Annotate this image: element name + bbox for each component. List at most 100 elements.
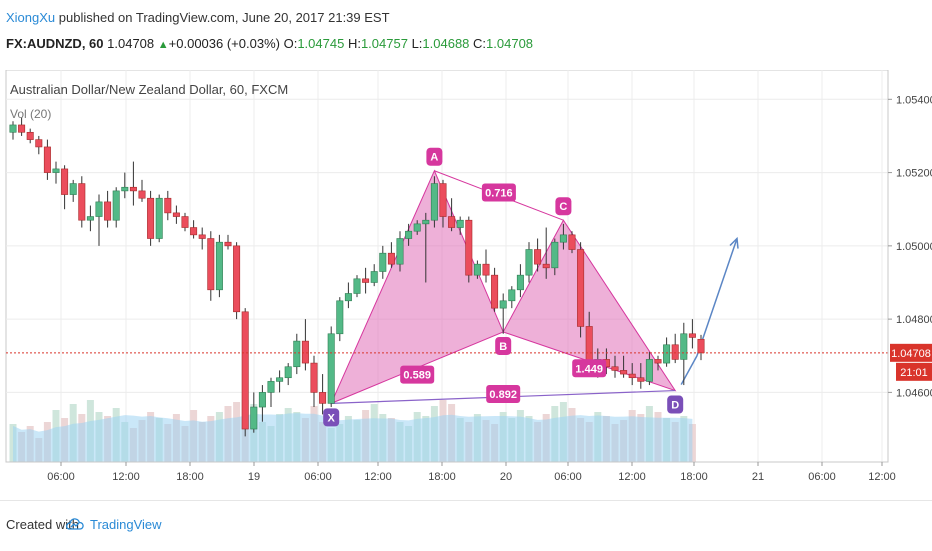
ratio-ac-box [481, 183, 516, 202]
candle-body [448, 216, 456, 228]
candle-body [61, 168, 69, 195]
point-C-marker [555, 197, 572, 216]
candle-body [224, 241, 232, 247]
volume-ma-area [13, 413, 693, 462]
candle-body [344, 293, 352, 302]
time-tick-label: 19 [248, 471, 260, 483]
candle-body [336, 300, 344, 335]
brand-name: TradingView [90, 516, 162, 532]
candle-body [284, 366, 292, 379]
candle-body [362, 278, 370, 283]
price-chart[interactable]: 0.589 0.716 1.449 0.892 X A B C D Australian Do… [0, 69, 932, 494]
candle-body [319, 392, 327, 404]
candle-body [155, 197, 163, 239]
candle-body [654, 359, 662, 364]
candle-body [559, 234, 567, 243]
candle-body [396, 238, 404, 265]
candle-body [620, 370, 628, 375]
candle-body [542, 263, 550, 269]
candle-body [18, 124, 26, 133]
symbol: FX:AUDNZD, 60 [6, 36, 104, 51]
candle-body [172, 212, 180, 217]
candle-body [422, 219, 430, 225]
close-label: C: [473, 36, 487, 51]
price-tick-label: 1.05200 [896, 168, 932, 180]
candle-body [482, 263, 490, 276]
chart-area[interactable]: 0.589 0.716 1.449 0.892 X A B C D Australian Do… [0, 69, 932, 494]
point-A-marker [426, 147, 443, 166]
candle-body [250, 406, 258, 430]
time-tick-label: 06:00 [304, 471, 332, 483]
time-tick-label: 18:00 [680, 471, 708, 483]
candle-body [628, 373, 636, 379]
candle-body [181, 216, 189, 228]
countdown-value: 21:01 [900, 367, 928, 379]
candle-body [267, 381, 275, 393]
ratio-ac-value: 0.716 [485, 187, 513, 199]
tradingview-logo[interactable]: TradingView [66, 513, 162, 535]
price-tick-label: 1.04800 [896, 314, 932, 326]
candle-body [190, 227, 198, 236]
candle-body [430, 183, 438, 221]
candle-body [95, 201, 103, 217]
candle-body [129, 186, 137, 192]
ratio-xb-box [400, 365, 435, 384]
point-X-marker [323, 408, 340, 427]
candle-body [499, 300, 507, 309]
candle-body [413, 223, 421, 232]
candle-body [516, 274, 524, 291]
time-tick-label: 06:00 [808, 471, 836, 483]
low-label: L: [411, 36, 423, 51]
time-tick-label: 12:00 [112, 471, 140, 483]
time-axis[interactable]: 06:00 12:00 18:00 19 06:00 12:00 18:00 20 06:00 1… [6, 461, 896, 483]
author-link[interactable]: XiongXu [6, 10, 56, 25]
price-tick-label: 1.05000 [896, 241, 932, 253]
point-A-label: A [430, 152, 438, 164]
candle-body [465, 219, 473, 276]
point-B-label: B [499, 341, 507, 353]
price-tick-label: 1.05400 [896, 94, 932, 106]
time-tick-label: 18:00 [428, 471, 456, 483]
candle-body [534, 249, 542, 265]
ratio-xd-value: 0.892 [489, 389, 517, 401]
candle-body [86, 216, 94, 221]
candle-body [26, 131, 34, 140]
candle-body [258, 392, 266, 408]
candle-body [43, 146, 51, 173]
close-value: 1.04708 [486, 36, 534, 51]
candle-body [69, 183, 77, 195]
projection-line [696, 238, 738, 356]
current-price-tag: 1.04708 21:01 [890, 343, 932, 381]
price-axis[interactable]: 1.05400 1.05200 1.05000 1.04800 1.04600 [887, 70, 932, 462]
candle-body [611, 366, 619, 371]
ratio-labels: 0.589 0.716 1.449 0.892 [400, 183, 607, 403]
candle-body [353, 278, 361, 294]
price-change: +0.00036 (+0.03%) [168, 36, 280, 51]
time-tick-label: 12:00 [868, 471, 896, 483]
candle-body [688, 333, 696, 338]
candle-body [207, 238, 215, 291]
publish-line: XiongXu published on TradingView.com, Ju… [6, 10, 390, 25]
time-tick-label: 06:00 [554, 471, 582, 483]
candle-body [164, 197, 172, 214]
candle-body [405, 230, 413, 239]
published-text: published on TradingView.com, June 20, 2… [55, 10, 390, 25]
candle-body [680, 333, 688, 360]
candle-body [215, 241, 223, 291]
candle-body [327, 333, 335, 404]
projection-arrow [729, 236, 739, 249]
candle-body [379, 252, 387, 272]
candle-body [697, 338, 705, 354]
candle-body [671, 344, 679, 360]
created-with-text: Created with [6, 517, 79, 532]
time-tick-label: 21 [752, 471, 764, 483]
candle-body [78, 183, 86, 221]
candle-body [104, 201, 112, 221]
candle-body [121, 186, 129, 192]
candle-body [525, 249, 533, 276]
up-arrow-icon: ▲ [157, 39, 169, 51]
ratio-xb-value: 0.589 [403, 370, 431, 382]
candle-body [577, 249, 585, 327]
time-tick-label: 06:00 [47, 471, 75, 483]
time-tick-label: 12:00 [364, 471, 392, 483]
